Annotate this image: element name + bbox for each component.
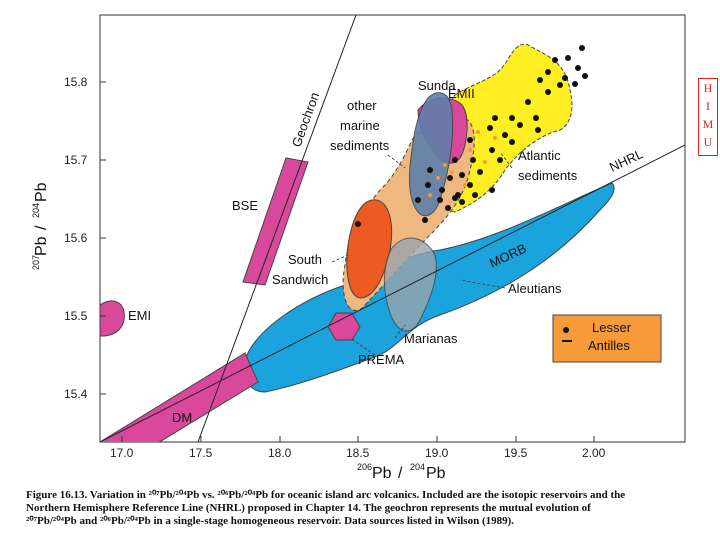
- caption-line: ²⁰⁷Pb/²⁰⁴Pb and ²⁰⁶Pb/²⁰⁴Pb in a single-…: [26, 515, 515, 527]
- label-south-sandwich-2: Sandwich: [272, 272, 328, 287]
- x-tick-label: 2.00: [582, 446, 606, 460]
- caption-line: Figure 16.13. Variation in ²⁰⁷Pb/²⁰⁴Pb v…: [26, 489, 626, 501]
- label-other-marine-3: sediments: [330, 138, 390, 153]
- y-tick-label: 15.6: [64, 231, 88, 245]
- label-prema: PREMA: [358, 352, 405, 367]
- svg-text:Pb: Pb: [33, 182, 50, 202]
- emi-field: [100, 300, 125, 337]
- lesser-antilles-points: [355, 45, 588, 227]
- label-bse: BSE: [232, 198, 258, 213]
- x-tick-label: 18.5: [346, 446, 370, 460]
- label-aleutians: Aleutians: [508, 281, 562, 296]
- x-axis: 17.0 17.5 18.0 18.5 19.0 19.5 2.00: [110, 436, 606, 460]
- svg-text:206: 206: [357, 462, 372, 472]
- y-axis: 15.8 15.7 15.6 15.5 15.4: [64, 75, 106, 401]
- nhrl-line: [100, 144, 685, 442]
- y-tick-label: 15.5: [64, 309, 88, 323]
- legend-box: [552, 314, 662, 363]
- label-lesser-2: Antilles: [588, 338, 630, 353]
- dm-field: [100, 352, 259, 442]
- figure-caption: Figure 16.13. Variation in ²⁰⁷Pb/²⁰⁴Pb v…: [26, 489, 696, 528]
- geochron-line: [197, 15, 357, 442]
- svg-text:Pb: Pb: [33, 236, 50, 256]
- label-other-marine-2: marine: [340, 118, 380, 133]
- label-dm: DM: [172, 410, 192, 425]
- x-tick-label: 17.0: [110, 446, 134, 460]
- x-tick-label: 17.5: [189, 446, 213, 460]
- prema-field: [327, 312, 361, 341]
- svg-text:Pb: Pb: [426, 465, 446, 482]
- label-marianas: Marianas: [404, 331, 458, 346]
- label-other-marine-1: other: [347, 98, 377, 113]
- svg-text:204: 204: [410, 462, 425, 472]
- label-emii: EMII: [448, 86, 475, 101]
- y-tick-label: 15.4: [64, 387, 88, 401]
- x-tick-label: 19.0: [425, 446, 449, 460]
- leader-lines: [331, 151, 513, 356]
- svg-text:204: 204: [31, 203, 41, 218]
- caption-line: Northern Hemisphere Reference Line (NHRL…: [26, 502, 591, 514]
- label-lesser-1: Lesser: [592, 320, 632, 335]
- label-sunda: Sunda: [418, 78, 456, 93]
- y-tick-label: 15.8: [64, 75, 88, 89]
- svg-text:/: /: [398, 465, 403, 482]
- orange-points: [428, 130, 497, 197]
- label-atlantic-1: Atlantic: [518, 148, 561, 163]
- himu-letter: M: [702, 117, 714, 131]
- label-south-sandwich-1: South: [288, 252, 322, 267]
- x-tick-label: 18.0: [268, 446, 292, 460]
- y-tick-label: 15.7: [64, 153, 88, 167]
- himu-letter: I: [706, 99, 710, 113]
- svg-text:207: 207: [31, 255, 41, 270]
- label-emi: EMI: [128, 308, 151, 323]
- x-tick-label: 19.5: [504, 446, 528, 460]
- emii-field: [409, 92, 454, 217]
- svg-text:/: /: [33, 225, 50, 230]
- himu-letter: U: [703, 135, 713, 149]
- y-axis-title: 207 Pb / 204 Pb: [31, 182, 50, 270]
- label-atlantic-2: sediments: [518, 168, 578, 183]
- x-axis-title: 206 Pb / 204 Pb: [357, 462, 446, 482]
- svg-text:Pb: Pb: [372, 465, 392, 482]
- himu-side-tab: H I M U: [698, 78, 718, 156]
- legend-dot: [563, 327, 569, 333]
- himu-letter: H: [703, 81, 713, 95]
